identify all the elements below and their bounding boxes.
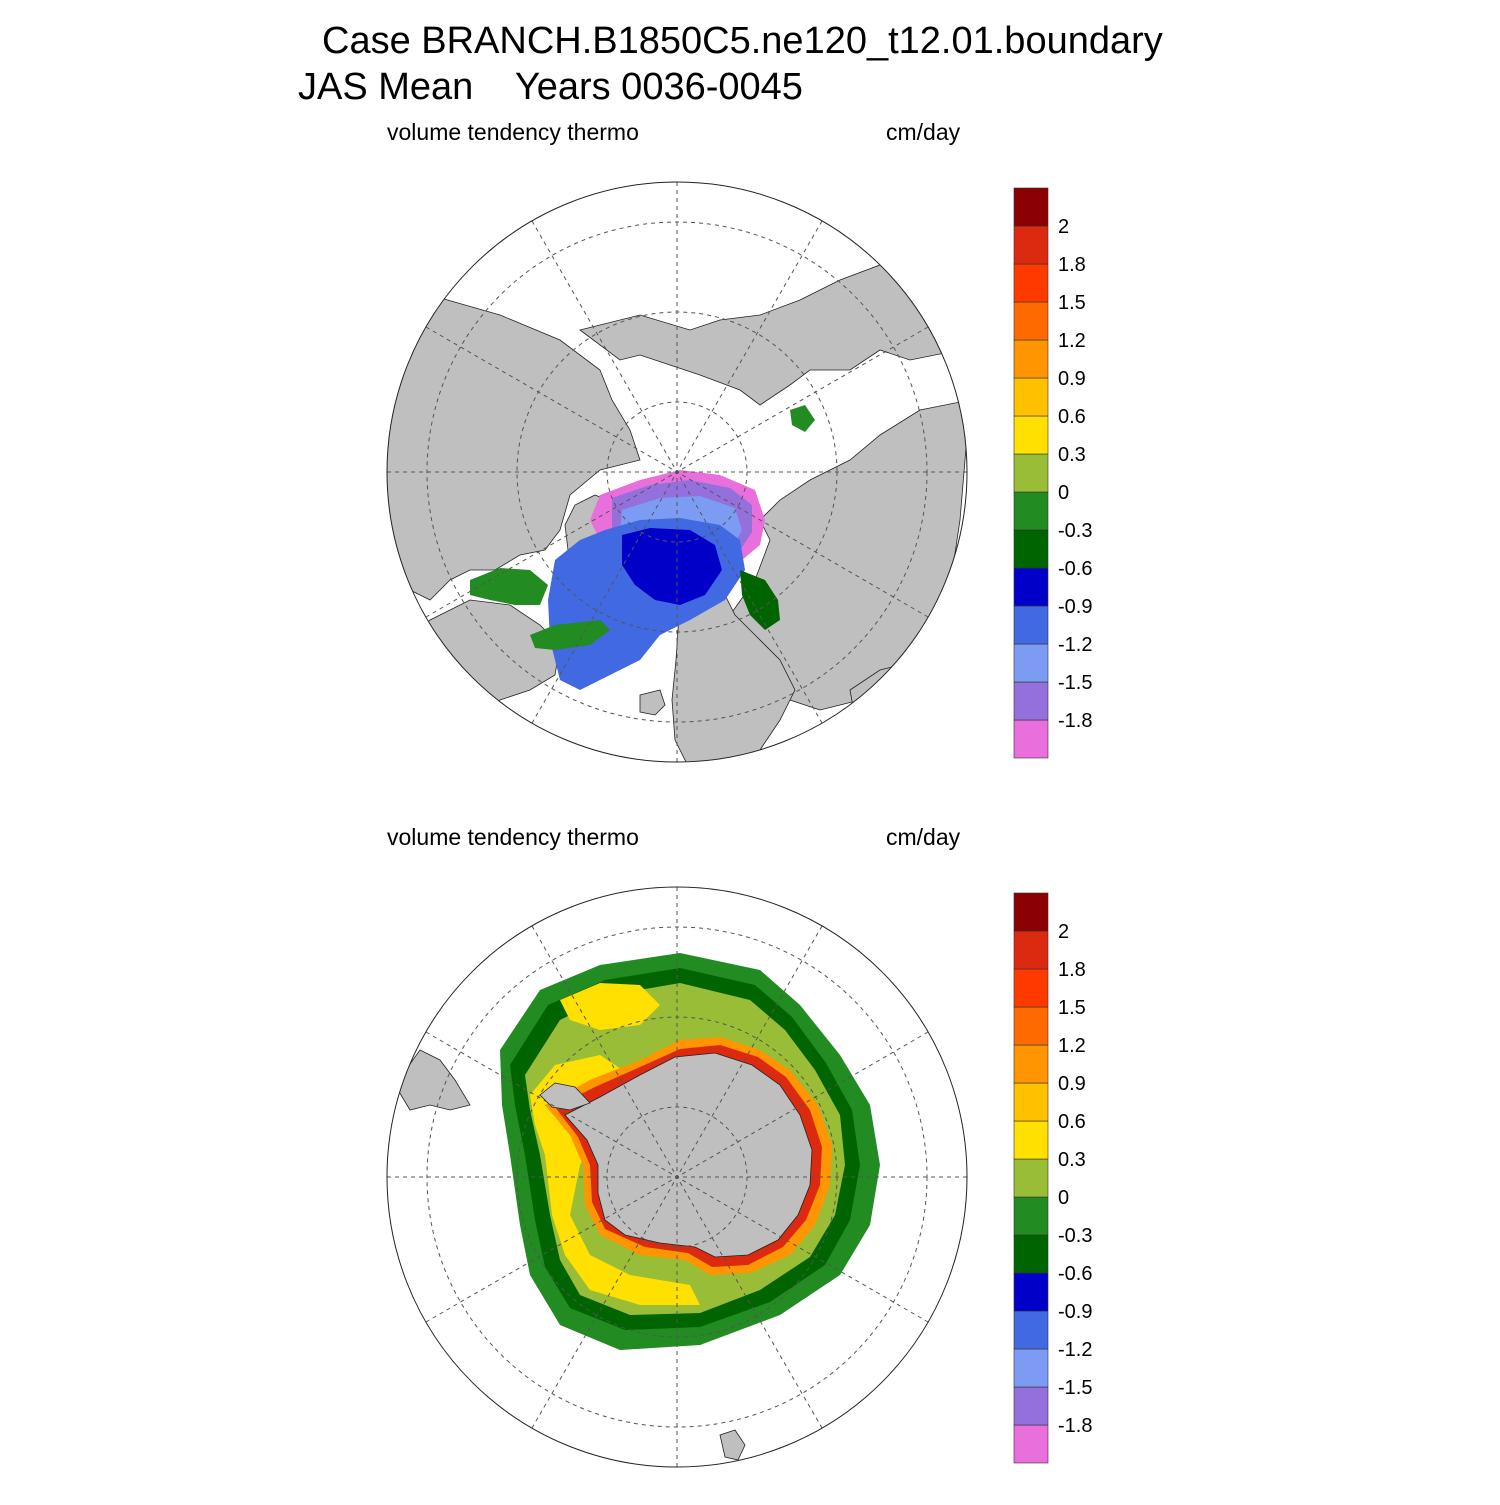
south-colorbar-swatch [1013,892,1049,932]
south-graticule [387,887,967,1467]
south-colorbar-swatch [1013,1082,1049,1122]
south-colorbar-tick-label: -0.9 [1058,1301,1092,1323]
south-land-south-america [394,1049,471,1111]
south-colorbar-tick-label: -1.5 [1058,1377,1092,1399]
north-colorbar-tick-label: 1.2 [1058,330,1086,352]
north-colorbar-tick-label: 0.9 [1058,368,1086,390]
north-meridian-150 [425,326,929,618]
north-colorbar-swatch [1013,339,1049,379]
north-land-siberia [579,264,961,406]
north-colorbar-swatch [1013,491,1049,531]
south-colorbar-tick-label: -0.3 [1058,1225,1092,1247]
north-colorbar-tick-label: -1.5 [1058,672,1092,694]
south-colorbar-swatch [1013,1348,1049,1388]
south-colorbar-swatch [1013,1386,1049,1426]
north-land-scandinavia-small [639,689,666,716]
north-colorbar-tick-label: -0.6 [1058,558,1092,580]
south-colorbar-swatch [1013,1234,1049,1274]
north-ice-green-edge-4 [790,405,815,432]
north-map-border [386,181,968,763]
north-variable-label: volume tendency thermo [387,119,639,145]
south-colorbar-tick-label: 0 [1058,1187,1069,1209]
north-ice-green-edge-2 [470,568,548,605]
north-colorbar-tick-label: 0 [1058,482,1069,504]
south-land-africa-tip [719,1429,746,1461]
north-polar-map: -1.8 -1.5 -1.2 -0.9 -0.6 -0.3 0 0.3 0.6 0.9 1.2 1.5… [386,181,1092,763]
south-colorbar-swatch [1013,1044,1049,1084]
north-ice-green-edge-3 [530,620,610,650]
south-colorbar-swatch [1013,1120,1049,1160]
north-colorbar-swatch [1013,263,1049,303]
north-colorbar-tick-label: 2 [1058,216,1069,238]
south-colorbar-tick-label: -1.2 [1058,1339,1092,1361]
north-colorbar-swatch [1013,453,1049,493]
north-colorbar-swatch [1013,187,1049,227]
north-colorbar-swatch [1013,415,1049,455]
south-colorbar-tick-label: 0.6 [1058,1111,1086,1133]
south-colorbar-tick-label: 2 [1058,921,1069,943]
north-colorbar-swatch [1013,529,1049,569]
south-colorbar-tick-label: 1.5 [1058,997,1086,1019]
north-land-eurasia [387,294,641,601]
south-colorbar-swatch [1013,1006,1049,1046]
south-map-content [387,887,967,1467]
south-variable-label: volume tendency thermo [387,824,639,850]
south-colorbar-tick-label: 1.8 [1058,959,1086,981]
north-colorbar-swatch [1013,719,1049,759]
north-ice-green-edge [740,570,780,630]
south-polar-map: -1.8 -1.5 -1.2 -0.9 -0.6 -0.3 0 0.3 0.6 0.9 1.2 1.5… [386,886,1092,1468]
north-colorbar-tick-label: -0.3 [1058,520,1092,542]
south-colorbar-tick-label: 0.3 [1058,1149,1086,1171]
north-colorbar-swatch [1013,681,1049,721]
south-colorbar-tick-label: -0.6 [1058,1263,1092,1285]
north-land-canada-arctic [387,599,561,761]
north-colorbar-swatch [1013,377,1049,417]
north-colorbar-swatch [1013,301,1049,341]
south-meridian-150 [425,1031,929,1323]
north-colorbar-swatch [1013,567,1049,607]
north-colorbar-tick-label: -1.2 [1058,634,1092,656]
north-colorbar-tick-label: -1.8 [1058,710,1092,732]
south-colorbar-swatch [1013,1158,1049,1198]
north-colorbar-tick-label: 1.8 [1058,254,1086,276]
figure-title-line2: JAS Mean Years 0036-0045 [298,66,803,108]
south-colorbar-tick-label: 1.2 [1058,1035,1086,1057]
north-colorbar-tick-label: 0.6 [1058,406,1086,428]
south-colorbar-swatch [1013,1196,1049,1236]
south-land-antarctic-peninsula [539,1082,591,1111]
south-colorbar-swatch [1013,1272,1049,1312]
south-units-label: cm/day [886,824,961,850]
north-colorbar-swatch [1013,643,1049,683]
south-colorbar-tick-label: 0.9 [1058,1073,1086,1095]
north-colorbar-tick-label: 1.5 [1058,292,1086,314]
south-colorbar: -1.8 -1.5 -1.2 -0.9 -0.6 -0.3 0 0.3 0.6 0.9 1.2 1.5… [1013,892,1092,1464]
south-colorbar-swatch [1013,1310,1049,1350]
north-colorbar-swatch [1013,225,1049,265]
figure-title-line1: Case BRANCH.B1850C5.ne120_t12.01.boundar… [322,20,1163,62]
south-map-border [386,886,968,1468]
south-colorbar-swatch [1013,930,1049,970]
north-land-europe [671,589,796,762]
north-colorbar-tick-label: 0.3 [1058,444,1086,466]
north-colorbar-swatch [1013,605,1049,645]
north-graticule [387,182,967,762]
north-colorbar-tick-label: -0.9 [1058,596,1092,618]
north-units-label: cm/day [886,119,961,145]
north-colorbar: -1.8 -1.5 -1.2 -0.9 -0.6 -0.3 0 0.3 0.6 0.9 1.2 1.5… [1013,187,1092,759]
south-colorbar-tick-label: -1.8 [1058,1415,1092,1437]
north-ice-darkblue [622,528,722,605]
south-colorbar-swatch [1013,1424,1049,1464]
south-colorbar-swatch [1013,968,1049,1008]
